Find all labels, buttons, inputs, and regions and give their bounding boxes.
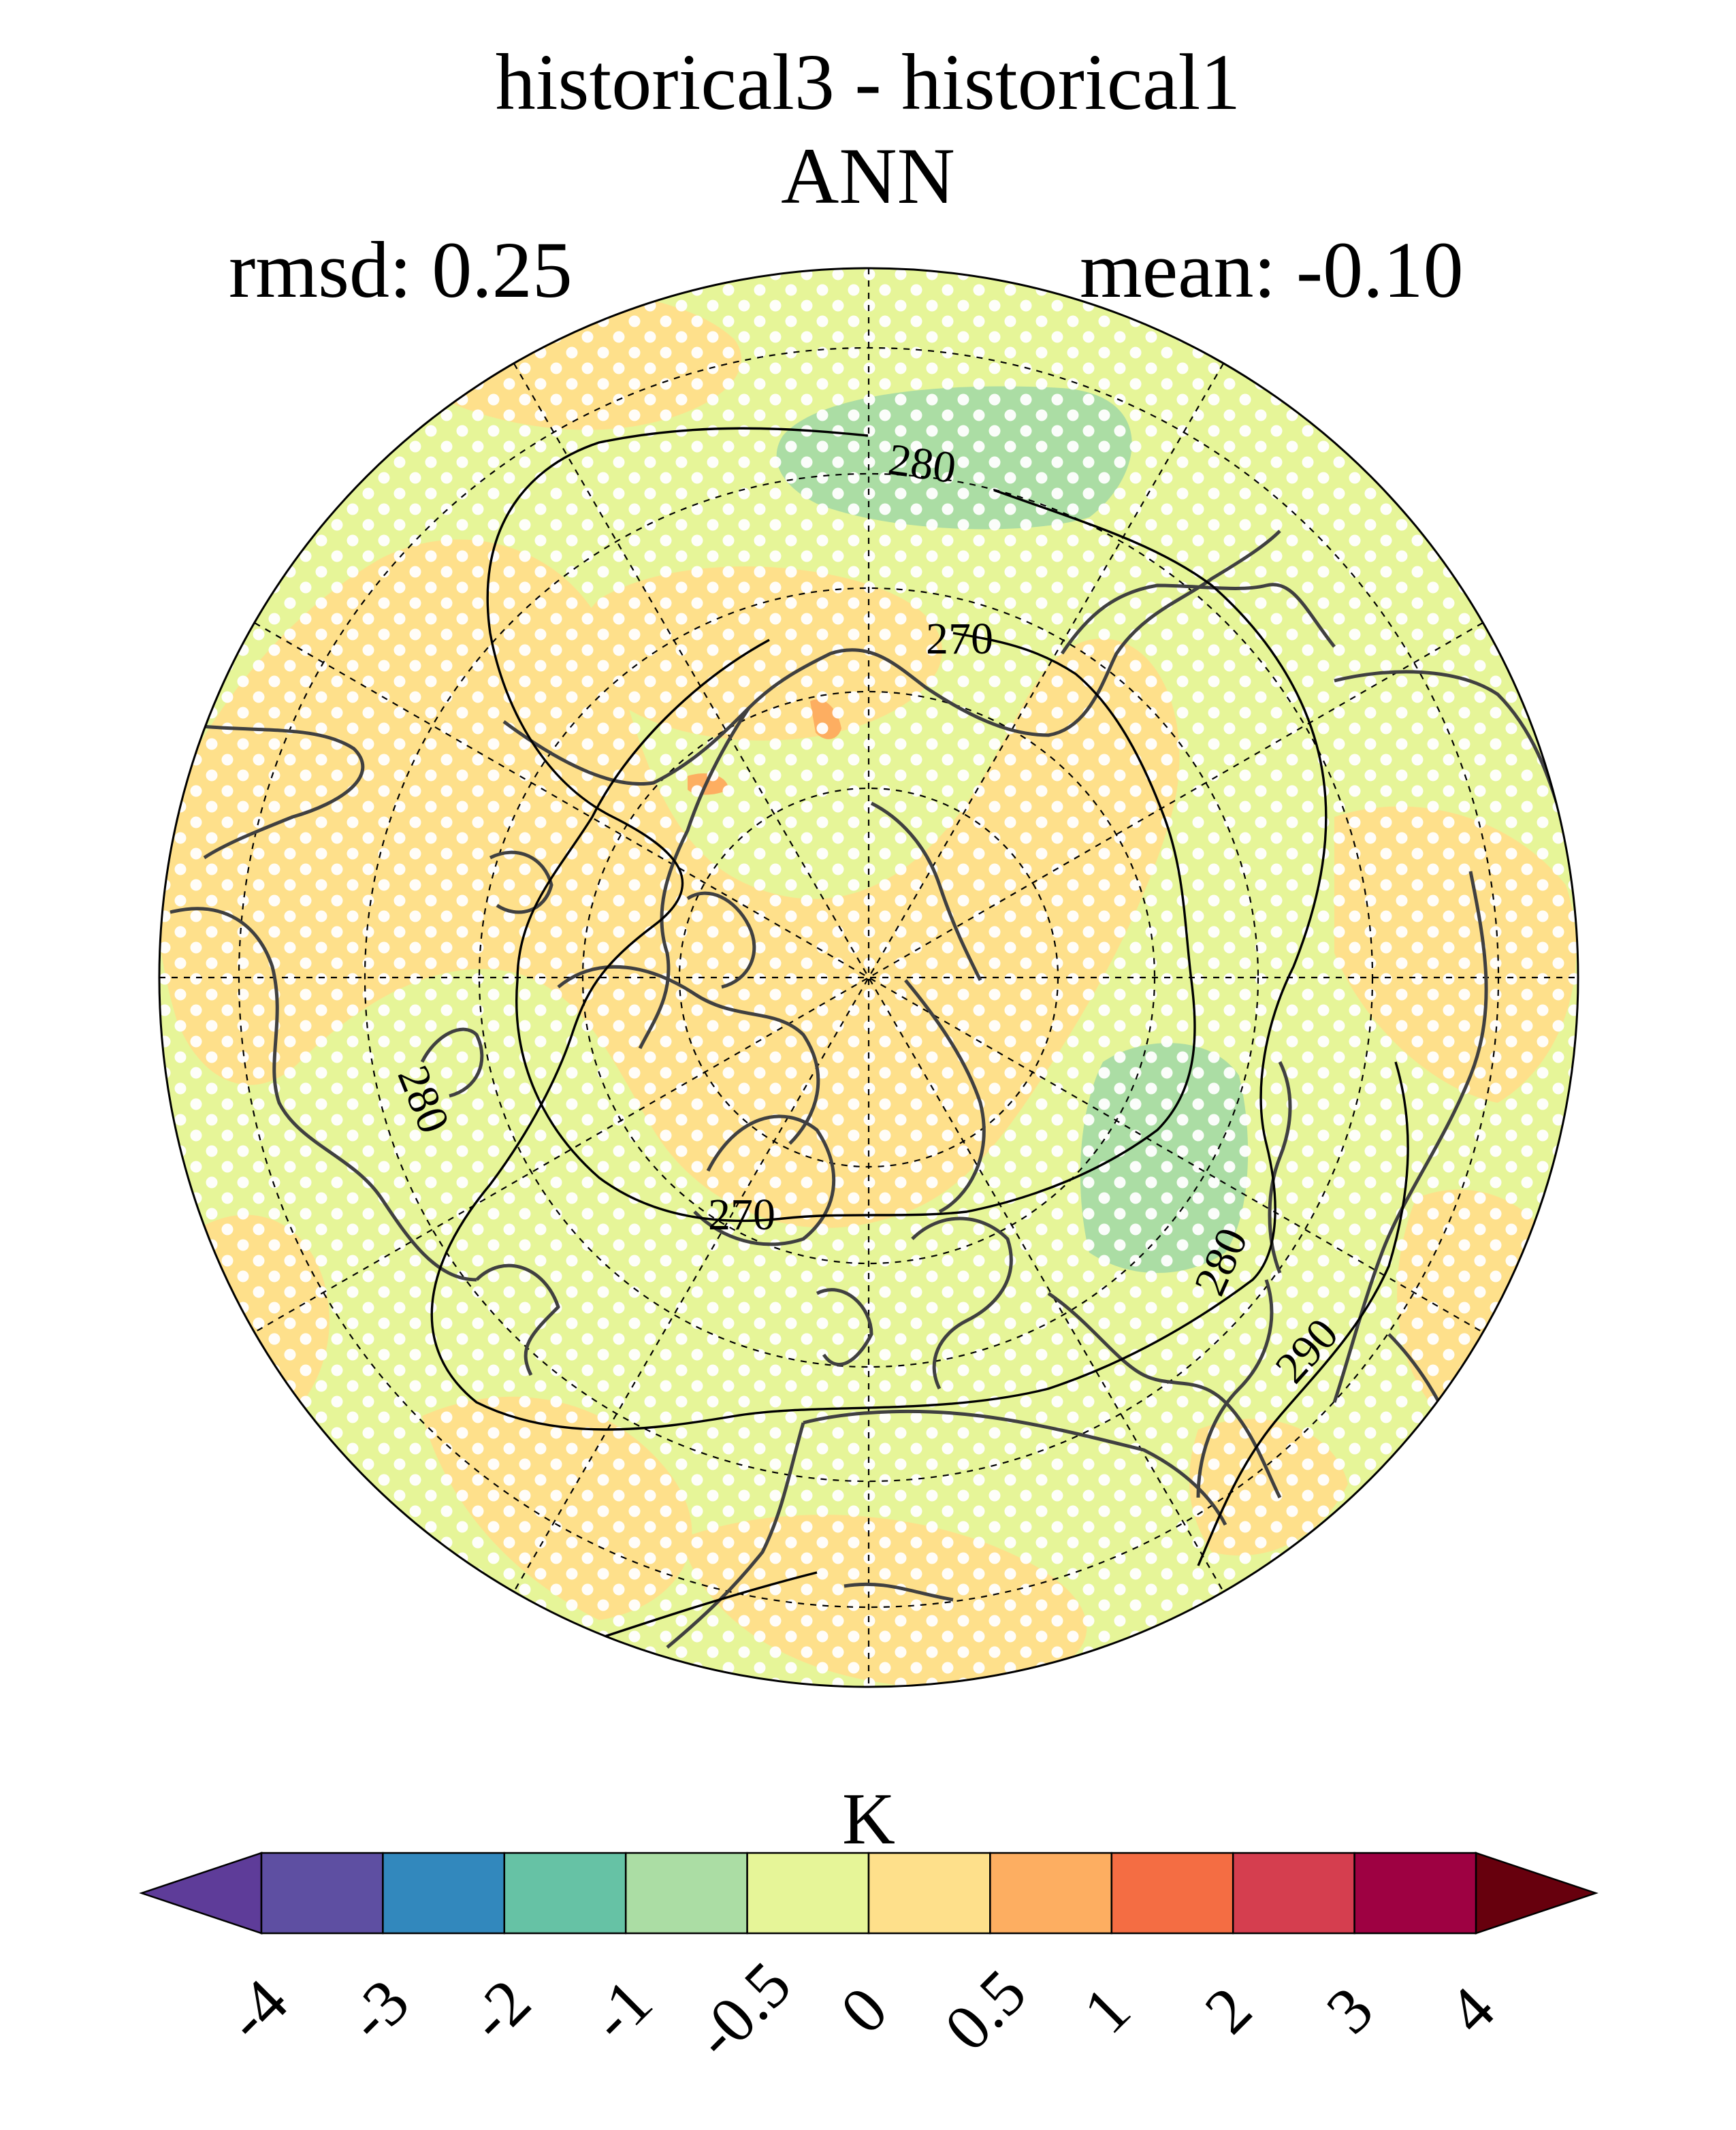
colorbar-tick-label: 4: [1434, 1973, 1509, 2048]
colorbar-tick-label: 2: [1191, 1973, 1266, 2048]
polar-map: 280 270 280 270 280 290: [159, 268, 1578, 1687]
colorbar-segment: [382, 1852, 506, 1935]
colorbar-over-arrow: [1475, 1852, 1598, 1935]
contour-label: 270: [926, 614, 993, 664]
colorbar-tick-label: 0: [826, 1973, 901, 2048]
contour-280-outer: [430, 427, 1328, 1431]
contour-label: 270: [708, 1190, 775, 1240]
contour-label: 280: [885, 434, 959, 493]
colorbar-tick-label: -1: [576, 1965, 666, 2054]
colorbar: [139, 1852, 1598, 1935]
colorbar-tick-label: 1: [1070, 1973, 1144, 2048]
colorbar-segment: [1110, 1852, 1234, 1935]
colorbar-tick-label: -0.5: [680, 1948, 805, 2072]
colorbar-ticks: -4 -3 -2 -1 -0.5 0 0.5 1 2 3 4: [211, 1948, 1508, 2072]
colorbar-tick-label: -3: [333, 1965, 423, 2054]
colorbar-unit-label: K: [842, 1779, 895, 1860]
mean-label: mean: -0.10: [1080, 225, 1464, 314]
plot-title: historical3 - historical1: [495, 37, 1241, 127]
colorbar-tick-label: -4: [211, 1965, 301, 2054]
colorbar-segment: [503, 1852, 627, 1935]
graticule: [159, 268, 1578, 1687]
contour-290: [1197, 1061, 1409, 1566]
rmsd-label: rmsd: 0.25: [229, 225, 573, 314]
map-border: [158, 267, 1579, 1688]
colorbar-segment: [1232, 1852, 1355, 1935]
colorbar-segment: [746, 1852, 870, 1935]
colorbar-tick-label: 3: [1312, 1973, 1387, 2048]
colorbar-tick-label: -2: [454, 1965, 544, 2054]
colorbar-segment: [1353, 1852, 1477, 1935]
colorbar-segment: [867, 1852, 991, 1935]
colorbar-under-arrow: [139, 1852, 263, 1935]
colorbar-tick-label: 0.5: [931, 1955, 1040, 2065]
colorbar-segment: [989, 1852, 1113, 1935]
contour-lines: [430, 427, 1409, 1649]
colorbar-segment: [260, 1852, 384, 1935]
season-label: ANN: [781, 131, 955, 221]
colorbar-segment: [624, 1852, 748, 1935]
contour-270: [515, 632, 1196, 1223]
